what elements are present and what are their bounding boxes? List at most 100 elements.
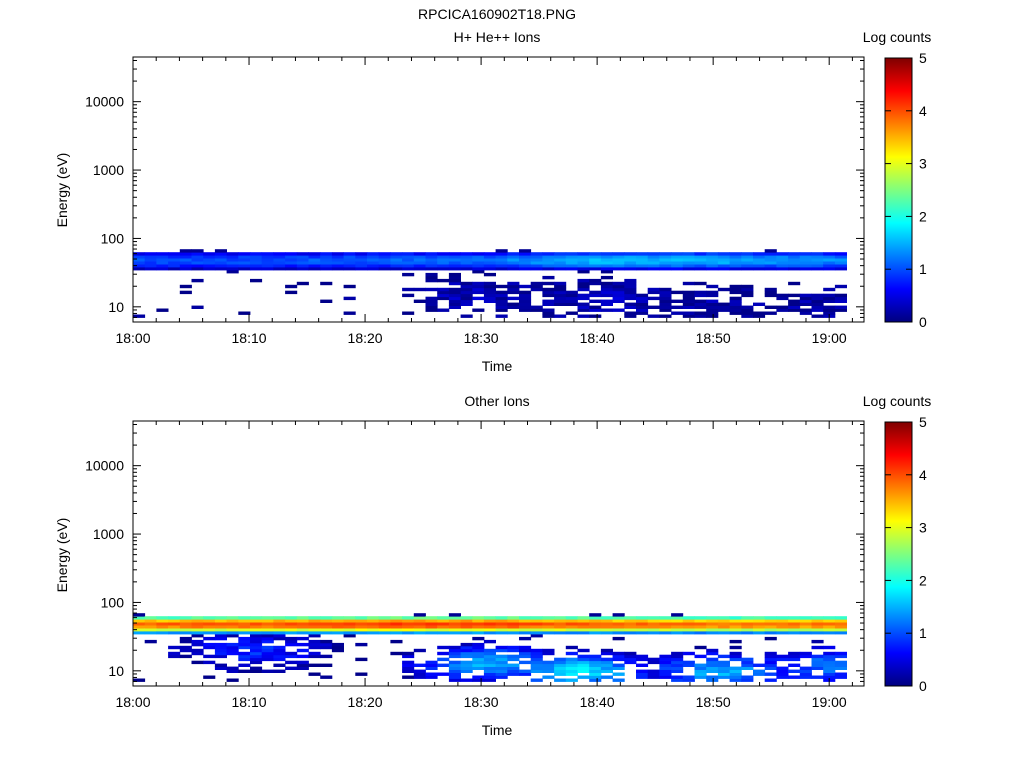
heatmap-cell — [483, 290, 496, 295]
heatmap-cell — [378, 252, 391, 256]
heatmap-cell — [729, 654, 742, 659]
heatmap-cell — [320, 675, 333, 679]
heatmap-cell — [472, 308, 485, 312]
heatmap-cell — [753, 255, 766, 259]
heatmap-cell — [519, 293, 532, 298]
heatmap-cell — [495, 672, 508, 676]
heatmap-cell — [706, 284, 719, 289]
heatmap-cell — [612, 258, 625, 262]
heatmap-cell — [624, 631, 637, 635]
heatmap-cell — [179, 639, 192, 644]
heatmap-cell — [238, 636, 251, 641]
heatmap-cell — [706, 651, 719, 656]
heatmap-cell — [600, 663, 613, 667]
heatmap-cell — [296, 255, 309, 259]
heatmap-cell — [764, 619, 777, 623]
heatmap-cell — [355, 672, 368, 676]
heatmap-cell — [764, 672, 777, 676]
heatmap-cell — [261, 258, 274, 262]
heatmap-cell — [823, 252, 836, 256]
heatmap-cell — [554, 672, 567, 676]
heatmap-cell — [472, 648, 485, 653]
heatmap-cell — [156, 252, 169, 256]
heatmap-cell — [273, 267, 286, 271]
heatmap-cell — [764, 660, 777, 665]
heatmap-cell — [214, 628, 227, 632]
heatmap-cell — [460, 290, 473, 295]
heatmap-cell — [472, 287, 485, 292]
heatmap-cell — [343, 252, 356, 256]
heatmap-cell — [355, 642, 368, 647]
heatmap-cell — [706, 267, 719, 271]
heatmap-cell — [355, 625, 368, 629]
heatmap-cell — [250, 645, 263, 650]
heatmap-cell — [565, 669, 578, 673]
heatmap-cell — [788, 631, 801, 635]
heatmap-cell — [308, 645, 321, 650]
heatmap-cell — [519, 654, 532, 659]
heatmap-cell — [753, 631, 766, 635]
heatmap-cell — [647, 628, 660, 632]
heatmap-cell — [788, 654, 801, 659]
heatmap-cell — [250, 660, 263, 665]
heatmap-cell — [425, 255, 438, 259]
heatmap-cell — [823, 645, 836, 650]
heatmap-cell — [811, 299, 824, 303]
heatmap-cell — [156, 625, 169, 629]
heatmap-cell — [144, 622, 157, 626]
heatmap-cell — [612, 287, 625, 292]
heatmap-cell — [834, 666, 847, 670]
heatmap-cell — [542, 252, 555, 256]
heatmap-cell — [834, 308, 847, 312]
heatmap-cell — [612, 672, 625, 676]
heatmap-cell — [694, 645, 707, 650]
heatmap-cell — [226, 264, 239, 268]
heatmap-cell — [273, 252, 286, 256]
heatmap-cell — [261, 616, 274, 620]
heatmap-cell — [285, 636, 298, 641]
heatmap-cell — [483, 639, 496, 644]
heatmap-cell — [636, 616, 649, 620]
heatmap-cell — [647, 252, 660, 256]
heatmap-cell — [694, 631, 707, 635]
heatmap-cell — [624, 628, 637, 632]
heatmap-cell — [811, 631, 824, 635]
heatmap-cell — [706, 663, 719, 667]
heatmap-cell — [331, 261, 344, 265]
heatmap-cell — [483, 281, 496, 286]
heatmap-cell — [741, 290, 754, 295]
x-tick-label: 18:20 — [348, 330, 383, 346]
heatmap-cell — [495, 654, 508, 659]
heatmap-cell — [811, 305, 824, 309]
heatmap-cell — [413, 264, 426, 268]
heatmap-cell — [261, 669, 274, 673]
heatmap-cell — [788, 657, 801, 662]
heatmap-cell — [741, 628, 754, 632]
heatmap-cell — [214, 651, 227, 656]
heatmap-cell — [460, 625, 473, 629]
heatmap-cell — [565, 290, 578, 295]
heatmap-cell — [331, 255, 344, 259]
heatmap-cell — [577, 267, 590, 271]
heatmap-cell — [542, 267, 555, 271]
heatmap-cell — [554, 666, 567, 670]
heatmap-cell — [741, 657, 754, 662]
heatmap-cell — [495, 631, 508, 635]
heatmap-cell — [367, 258, 380, 262]
heatmap-cell — [589, 308, 602, 312]
heatmap-cell — [706, 252, 719, 256]
heatmap-cell — [179, 636, 192, 641]
y-ticks: 10 100 1000 10000 — [85, 423, 864, 687]
heatmap-cell — [156, 267, 169, 271]
heatmap-cell — [285, 258, 298, 262]
heatmap-cell — [413, 628, 426, 632]
heatmap-cell — [285, 252, 298, 256]
heatmap-cell — [659, 625, 672, 629]
heatmap-cell — [331, 648, 344, 653]
heatmap-cell — [554, 663, 567, 667]
heatmap-cell — [542, 314, 555, 318]
heatmap-cell — [671, 675, 684, 679]
heatmap-cell — [589, 672, 602, 676]
heatmap-cell — [460, 267, 473, 271]
heatmap-cell — [624, 267, 637, 271]
